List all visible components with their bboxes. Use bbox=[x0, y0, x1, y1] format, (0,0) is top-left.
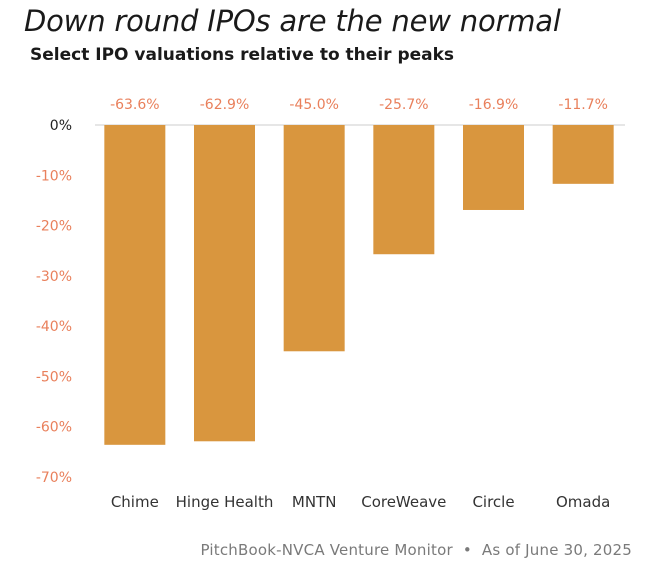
data-label: -25.7% bbox=[379, 97, 429, 113]
bar-omada bbox=[552, 125, 614, 184]
source-note: PitchBook-NVCA Venture Monitor • As of Jun… bbox=[201, 541, 633, 559]
bar-coreweave bbox=[373, 125, 435, 255]
x-tick-label: Chime bbox=[111, 493, 159, 511]
bar-circle bbox=[463, 125, 524, 210]
data-label: -62.9% bbox=[200, 97, 250, 113]
y-tick-label: -50% bbox=[36, 369, 72, 385]
x-tick-label: Hinge Health bbox=[176, 493, 274, 511]
data-label: -45.0% bbox=[289, 97, 339, 113]
bar-hinge-health bbox=[194, 125, 255, 442]
y-tick-label: 0% bbox=[50, 118, 72, 134]
data-label: -63.6% bbox=[110, 97, 160, 113]
data-label: -11.7% bbox=[558, 97, 608, 113]
x-tick-label: CoreWeave bbox=[361, 493, 446, 511]
data-label: -16.9% bbox=[469, 97, 519, 113]
y-tick-label: -70% bbox=[36, 470, 72, 486]
y-tick-label: -60% bbox=[36, 420, 72, 436]
source-name: PitchBook-NVCA Venture Monitor bbox=[200, 541, 453, 559]
x-tick-label: Omada bbox=[556, 493, 610, 511]
x-tick-label: Circle bbox=[472, 493, 514, 511]
y-tick-label: -20% bbox=[36, 219, 72, 235]
source-date: As of June 30, 2025 bbox=[481, 541, 632, 559]
bar-chime bbox=[104, 125, 166, 445]
x-tick-label: MNTN bbox=[292, 493, 337, 511]
source-separator: • bbox=[462, 541, 472, 559]
y-tick-label: -10% bbox=[36, 168, 72, 184]
chart-subtitle: Select IPO valuations relative to their … bbox=[30, 45, 455, 65]
bar-mntn bbox=[283, 125, 345, 352]
y-tick-label: -40% bbox=[36, 319, 72, 335]
y-tick-label: -30% bbox=[36, 269, 72, 285]
chart-title: Down round IPOs are the new normal bbox=[24, 4, 561, 38]
